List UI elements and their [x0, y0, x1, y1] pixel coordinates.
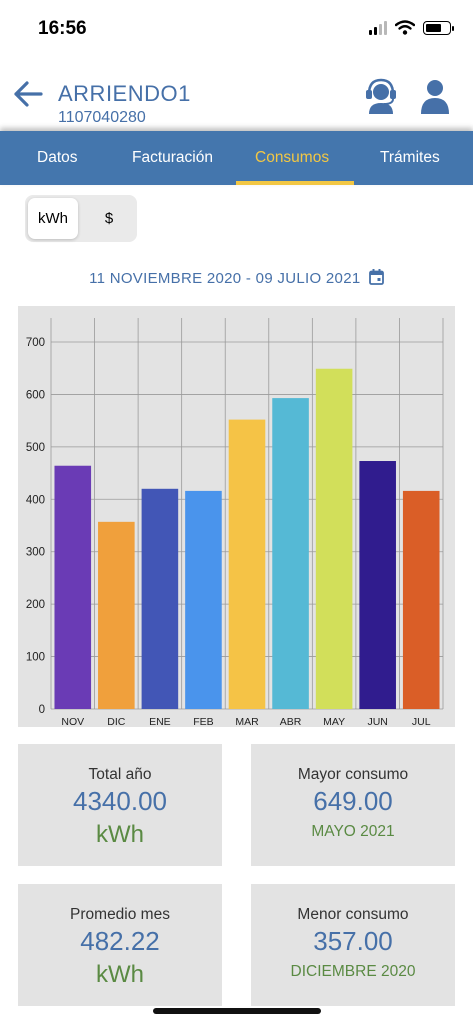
- unit-kwh-button[interactable]: kWh: [28, 198, 78, 239]
- bar-dic: [98, 521, 135, 709]
- unit-toggle: kWh $: [25, 195, 137, 242]
- bar-jun: [359, 461, 396, 709]
- max-consumption-label: Mayor consumo: [297, 766, 409, 783]
- headset-icon[interactable]: [364, 78, 398, 114]
- x-tick-label: JUN: [367, 716, 387, 727]
- home-indicator: [153, 1008, 321, 1014]
- bar-abr: [272, 398, 309, 709]
- monthly-average-card: Promedio mes 482.22 kWh: [18, 884, 222, 1006]
- x-tick-label: JUL: [412, 716, 431, 727]
- tab-datos[interactable]: Datos: [37, 149, 78, 166]
- x-tick-label: DIC: [107, 716, 126, 727]
- bar-may: [315, 368, 353, 709]
- y-tick-label: 200: [26, 599, 45, 611]
- x-tick-label: ABR: [280, 716, 302, 727]
- status-icons: [369, 20, 454, 35]
- tab-facturacion[interactable]: Facturación: [132, 149, 213, 166]
- min-consumption-label: Menor consumo: [297, 906, 409, 923]
- tab-consumos[interactable]: Consumos: [255, 149, 330, 166]
- y-tick-label: 600: [26, 389, 45, 401]
- active-tab-indicator: [236, 181, 354, 185]
- total-year-label: Total año: [88, 766, 152, 783]
- y-tick-label: 100: [26, 652, 45, 664]
- max-consumption-period: MAYO 2021: [311, 823, 395, 840]
- unit-currency-button[interactable]: $: [104, 210, 114, 227]
- min-consumption-value: 357.00: [313, 926, 393, 956]
- x-tick-label: ENE: [149, 716, 171, 727]
- max-consumption-value: 649.00: [313, 786, 393, 816]
- tab-bar: Datos Facturación Consumos Trámites: [0, 131, 473, 185]
- date-range-label: 11 NOVIEMBRE 2020 - 09 JULIO 2021: [89, 270, 361, 287]
- y-tick-label: 0: [39, 704, 45, 716]
- arrow-left-icon[interactable]: [12, 78, 44, 110]
- bar-nov: [54, 465, 92, 709]
- date-range[interactable]: 11 NOVIEMBRE 2020 - 09 JULIO 2021: [0, 269, 473, 288]
- tab-tramites[interactable]: Trámites: [380, 149, 440, 166]
- total-year-unit: kWh: [96, 821, 144, 848]
- max-consumption-card: Mayor consumo 649.00 MAYO 2021: [251, 744, 455, 866]
- monthly-average-value: 482.22: [80, 926, 160, 956]
- status-bar: 16:56: [0, 0, 473, 60]
- status-time: 16:56: [38, 18, 87, 39]
- x-tick-label: NOV: [61, 716, 84, 727]
- account-number: 1107040280: [58, 109, 146, 126]
- bar-ene: [141, 488, 179, 709]
- bar-feb: [185, 490, 222, 709]
- monthly-average-label: Promedio mes: [70, 906, 170, 923]
- min-consumption-card: Menor consumo 357.00 DICIEMBRE 2020: [251, 884, 455, 1006]
- y-tick-label: 300: [26, 547, 45, 559]
- y-tick-label: 400: [26, 494, 45, 506]
- y-tick-label: 700: [26, 337, 45, 349]
- wifi-icon: [395, 20, 415, 35]
- page-title: ARRIENDO1: [58, 81, 191, 106]
- signal-icon: [369, 20, 387, 35]
- x-tick-label: MAY: [323, 716, 345, 727]
- battery-icon: [423, 20, 454, 35]
- x-tick-label: FEB: [193, 716, 213, 727]
- bar-mar: [228, 419, 266, 709]
- bar-jul: [402, 490, 440, 709]
- total-year-value: 4340.00: [73, 786, 167, 816]
- app-header: ARRIENDO1 1107040280: [0, 70, 473, 132]
- total-year-card: Total año 4340.00 kWh: [18, 744, 222, 866]
- monthly-average-unit: kWh: [96, 961, 144, 988]
- x-tick-label: MAR: [235, 716, 259, 727]
- calendar-icon[interactable]: [369, 269, 384, 285]
- y-tick-label: 500: [26, 442, 45, 454]
- min-consumption-period: DICIEMBRE 2020: [290, 963, 416, 980]
- consumption-chart: 0 100 200 300 400 500 600 700 NOV DIC ENE FEB MAR ABR…: [18, 306, 455, 727]
- bar-chart-svg: 0 100 200 300 400 500 600 700 NOV DIC ENE FEB MAR ABR…: [26, 318, 444, 727]
- user-icon[interactable]: [420, 78, 450, 114]
